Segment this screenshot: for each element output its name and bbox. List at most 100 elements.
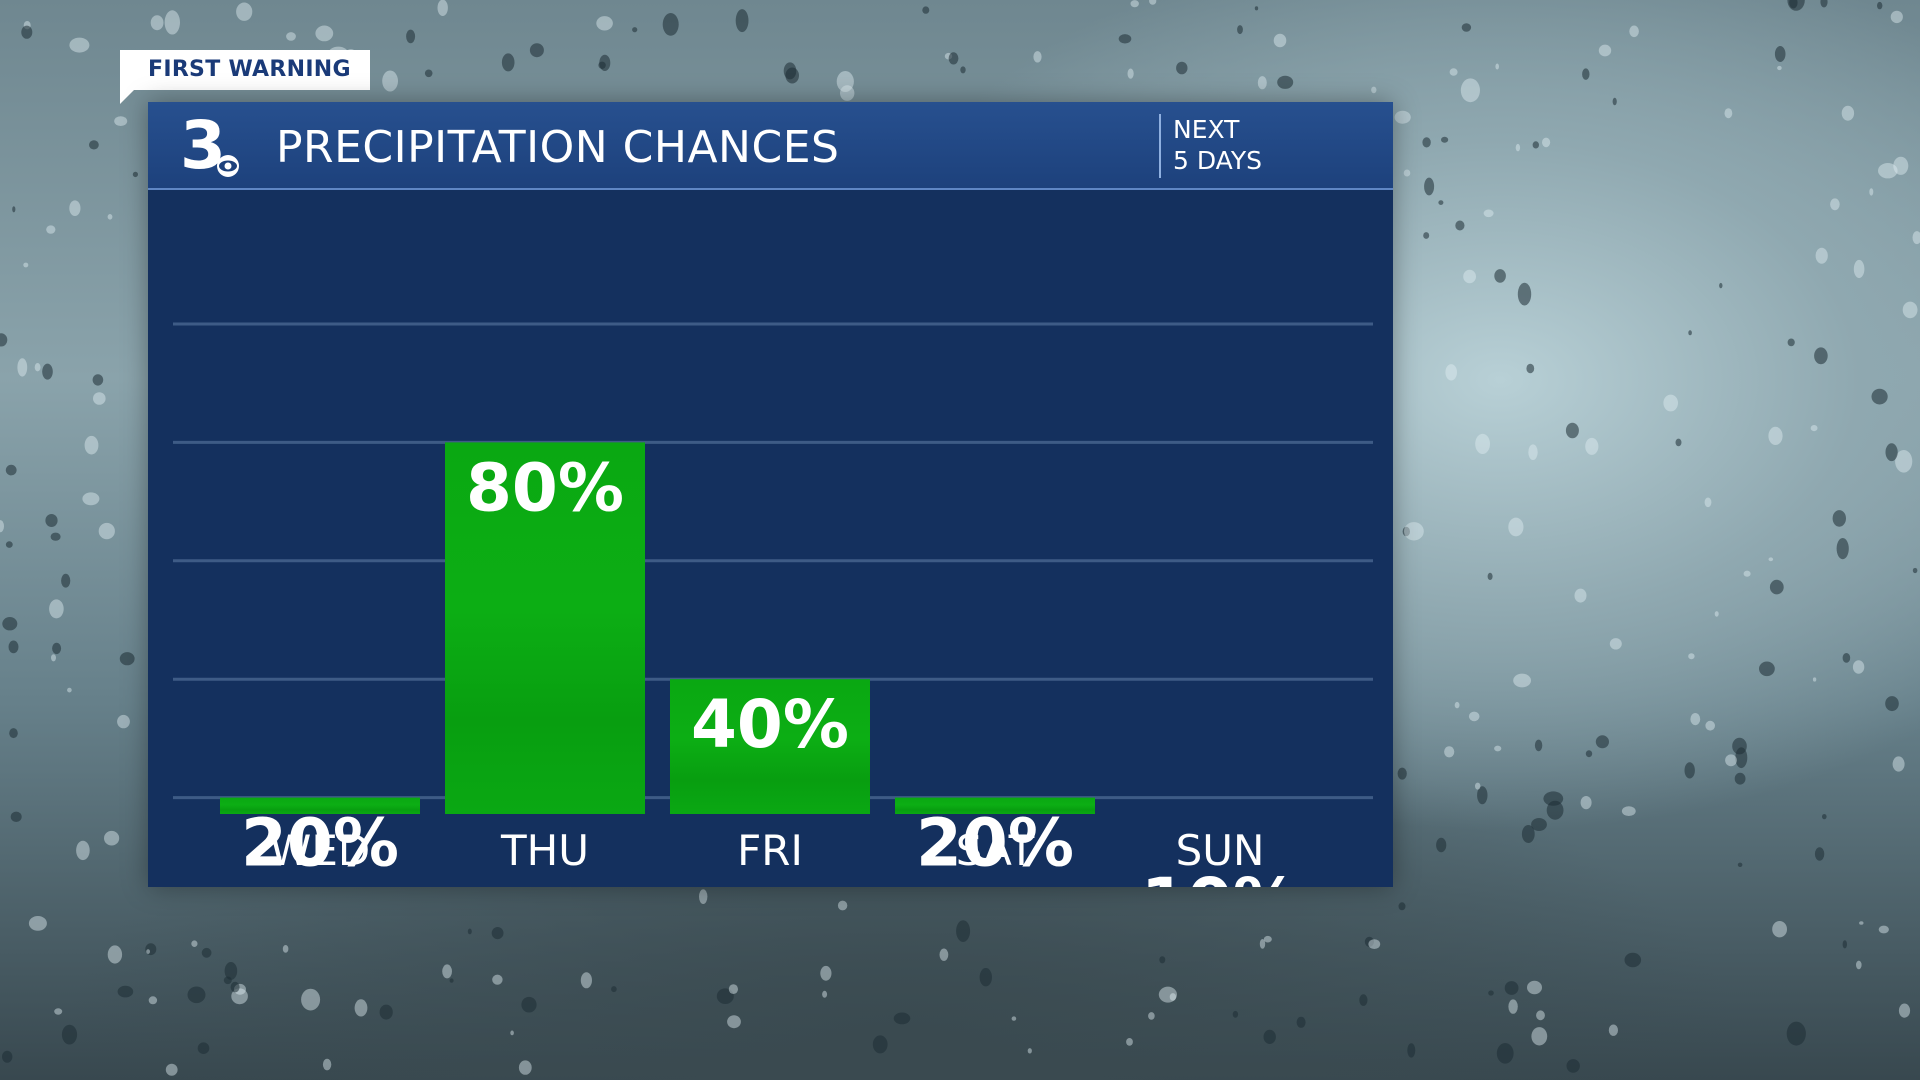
raindrop — [820, 965, 832, 981]
raindrop — [1852, 660, 1865, 674]
raindrop — [948, 52, 959, 65]
raindrop — [1704, 497, 1712, 508]
raindrop — [1397, 767, 1407, 780]
raindrop — [1912, 567, 1918, 574]
raindrop — [107, 945, 123, 964]
raindrop — [1176, 61, 1188, 75]
raindrop — [1690, 713, 1701, 726]
raindrop — [1263, 935, 1272, 943]
raindrop — [1159, 956, 1166, 964]
raindrop — [1772, 921, 1787, 938]
raindrop — [382, 70, 398, 92]
bar-fri — [670, 679, 870, 814]
raindrop — [224, 962, 238, 980]
bar-value-label: 40% — [691, 686, 849, 763]
raindrop — [1719, 282, 1723, 289]
raindrop — [165, 1063, 178, 1076]
raindrop — [1118, 34, 1132, 44]
raindrop — [1404, 522, 1424, 541]
raindrop — [529, 43, 544, 58]
raindrop — [1542, 137, 1551, 148]
raindrop — [1585, 750, 1593, 758]
raindrop — [1892, 756, 1905, 772]
raindrop — [437, 0, 448, 16]
raindrop — [424, 69, 433, 78]
subtitle-line-1: NEXT — [1173, 115, 1240, 144]
raindrop — [1148, 1012, 1155, 1020]
raindrop — [1663, 394, 1678, 412]
raindrop — [510, 1030, 514, 1036]
category-label: SAT — [956, 826, 1035, 875]
raindrop — [1822, 814, 1827, 820]
raindrop — [1885, 696, 1899, 712]
raindrop — [492, 974, 503, 985]
raindrop — [1810, 425, 1818, 432]
category-label: FRI — [737, 826, 803, 875]
raindrop — [1441, 136, 1449, 143]
raindrop — [1565, 422, 1579, 439]
raindrop — [956, 920, 971, 942]
raindrop — [1832, 510, 1847, 527]
raindrop — [1527, 980, 1542, 995]
raindrop — [1436, 837, 1447, 853]
raindrop — [1130, 0, 1139, 8]
raindrop — [132, 171, 138, 178]
raindrop — [960, 66, 966, 74]
raindrop — [67, 687, 72, 693]
raindrop — [1371, 86, 1377, 94]
raindrop — [146, 949, 151, 954]
raindrop — [1724, 108, 1733, 119]
bar-value-label: 20% — [241, 805, 399, 882]
raindrop — [1595, 735, 1609, 749]
raindrop — [1398, 902, 1406, 911]
raindrop — [1871, 388, 1888, 405]
raindrop — [1254, 6, 1259, 11]
bar-value-label: 80% — [466, 449, 624, 526]
raindrop — [1688, 653, 1695, 660]
raindrop — [1830, 198, 1840, 211]
raindrop — [1508, 999, 1518, 1014]
raindrop — [1898, 1003, 1911, 1018]
raindrop — [840, 85, 855, 101]
raindrop — [89, 140, 99, 150]
raindrop — [1033, 51, 1042, 63]
raindrop — [1126, 1038, 1133, 1046]
raindrop — [1787, 338, 1795, 347]
raindrop — [93, 392, 106, 405]
raindrop — [1449, 68, 1458, 76]
raindrop — [1402, 526, 1411, 537]
chart-title: PRECIPITATION CHANCES — [276, 122, 840, 173]
raindrop — [1494, 745, 1502, 752]
badge-tail — [120, 90, 134, 104]
raindrop — [872, 1035, 888, 1054]
category-label: WED — [270, 826, 370, 875]
raindrop — [1609, 638, 1622, 650]
raindrop — [611, 986, 617, 993]
raindrop — [51, 654, 56, 662]
raindrop — [5, 464, 17, 476]
raindrop — [69, 37, 90, 53]
raindrop — [114, 116, 128, 126]
raindrop — [1768, 426, 1783, 445]
raindrop — [1820, 0, 1828, 8]
raindrop — [322, 1058, 332, 1071]
raindrop — [17, 358, 28, 377]
raindrop — [1878, 163, 1898, 179]
raindrop — [1684, 762, 1695, 779]
raindrop — [518, 1060, 532, 1075]
raindrop — [1725, 754, 1737, 767]
raindrop — [107, 214, 113, 220]
raindrop — [1624, 952, 1642, 968]
raindrop — [1273, 33, 1287, 48]
raindrop — [1787, 0, 1805, 11]
raindrop — [580, 972, 593, 989]
raindrop — [1461, 23, 1472, 32]
raindrop — [23, 262, 29, 268]
raindrop — [1902, 301, 1918, 319]
raindrop — [662, 13, 679, 36]
raindrop — [1169, 993, 1177, 1001]
subtitle-line-2: 5 DAYS — [1173, 146, 1262, 175]
raindrop — [1705, 720, 1715, 731]
bar-value-label: 20% — [916, 805, 1074, 882]
